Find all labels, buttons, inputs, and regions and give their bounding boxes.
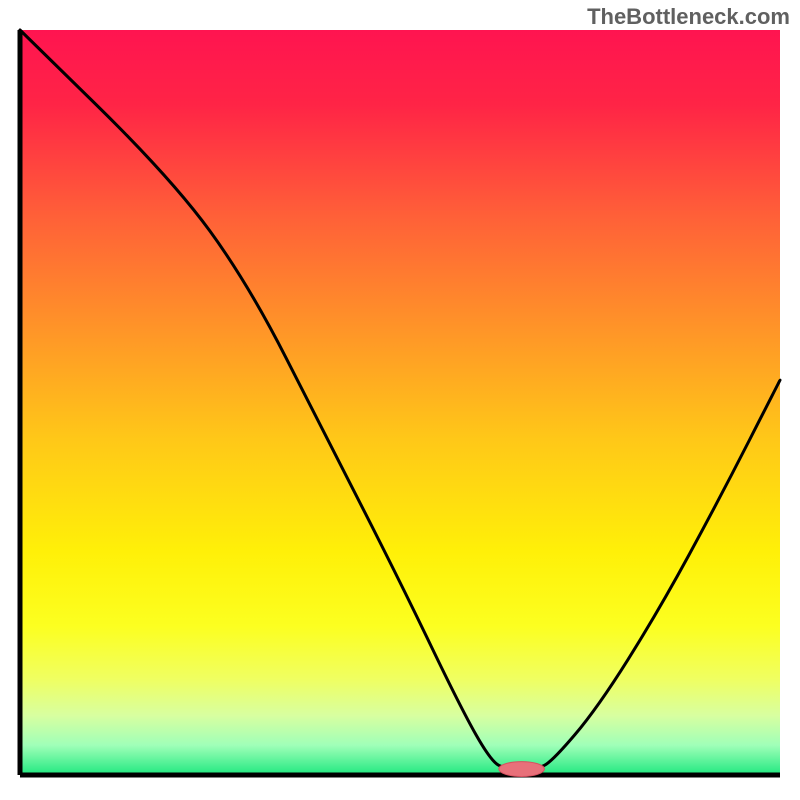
optimal-marker — [499, 762, 545, 777]
bottleneck-chart — [0, 0, 800, 800]
watermark-text: TheBottleneck.com — [587, 4, 790, 30]
